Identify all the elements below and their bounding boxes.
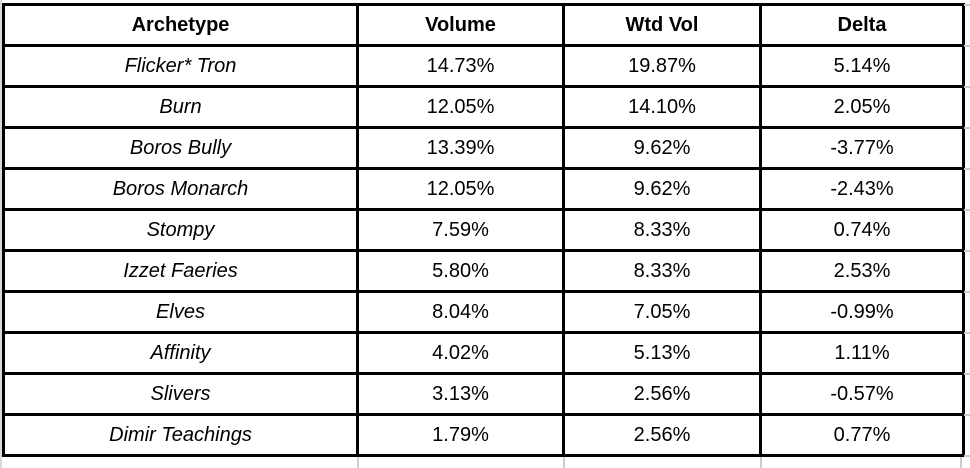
table-row: Burn 12.05% 14.10% 2.05% xyxy=(2,85,965,129)
table-row: Flicker* Tron 14.73% 19.87% 5.14% xyxy=(2,44,965,88)
gridline-artifact xyxy=(0,0,2,468)
table-row: Boros Monarch 12.05% 9.62% -2.43% xyxy=(2,167,965,211)
table-row: Slivers 3.13% 2.56% -0.57% xyxy=(2,372,965,416)
cell-wtd-vol: 2.56% xyxy=(562,372,762,416)
cell-wtd-vol: 19.87% xyxy=(562,44,762,88)
cell-delta: -2.43% xyxy=(759,167,965,211)
cell-volume: 1.79% xyxy=(356,413,565,457)
cell-volume: 13.39% xyxy=(356,126,565,170)
table-row: Affinity 4.02% 5.13% 1.11% xyxy=(2,331,965,375)
gridline-artifact xyxy=(964,168,970,170)
gridline-artifact xyxy=(964,332,970,334)
gridline-artifact xyxy=(964,250,970,252)
cell-delta: 0.74% xyxy=(759,208,965,252)
cell-wtd-vol: 8.33% xyxy=(562,249,762,293)
gridline-artifact xyxy=(964,414,970,416)
cell-volume: 14.73% xyxy=(356,44,565,88)
cell-wtd-vol: 5.13% xyxy=(562,331,762,375)
cell-volume: 12.05% xyxy=(356,85,565,129)
cell-delta: 5.14% xyxy=(759,44,965,88)
gridline-artifact xyxy=(563,457,565,468)
gridline-artifact xyxy=(357,457,359,468)
cell-delta: 1.11% xyxy=(759,331,965,375)
cell-archetype: Affinity xyxy=(2,331,359,375)
gridline-artifact xyxy=(960,457,962,468)
cell-volume: 5.80% xyxy=(356,249,565,293)
gridline-artifact xyxy=(964,373,970,375)
cell-wtd-vol: 9.62% xyxy=(562,126,762,170)
table-row: Elves 8.04% 7.05% -0.99% xyxy=(2,290,965,334)
cell-volume: 7.59% xyxy=(356,208,565,252)
table-row: Stompy 7.59% 8.33% 0.74% xyxy=(2,208,965,252)
cell-wtd-vol: 9.62% xyxy=(562,167,762,211)
header-row: Archetype Volume Wtd Vol Delta xyxy=(2,3,965,47)
table-row: Izzet Faeries 5.80% 8.33% 2.53% xyxy=(2,249,965,293)
archetype-metrics-table: Archetype Volume Wtd Vol Delta Flicker* … xyxy=(2,3,965,457)
cell-archetype: Slivers xyxy=(2,372,359,416)
cell-delta: -3.77% xyxy=(759,126,965,170)
column-header-archetype: Archetype xyxy=(2,3,359,47)
gridline-artifact xyxy=(964,127,970,129)
column-header-delta: Delta xyxy=(759,3,965,47)
cell-delta: 0.77% xyxy=(759,413,965,457)
gridline-artifact xyxy=(964,86,970,88)
cell-archetype: Burn xyxy=(2,85,359,129)
cell-wtd-vol: 14.10% xyxy=(562,85,762,129)
cell-volume: 3.13% xyxy=(356,372,565,416)
gridline-artifact xyxy=(964,291,970,293)
column-header-wtd-vol: Wtd Vol xyxy=(562,3,762,47)
cell-archetype: Elves xyxy=(2,290,359,334)
gridline-artifact xyxy=(964,455,970,457)
cell-wtd-vol: 2.56% xyxy=(562,413,762,457)
cell-archetype: Boros Bully xyxy=(2,126,359,170)
table-body: Flicker* Tron 14.73% 19.87% 5.14% Burn 1… xyxy=(2,44,965,457)
cell-archetype: Boros Monarch xyxy=(2,167,359,211)
gridline-artifact xyxy=(964,4,970,6)
gridline-artifact xyxy=(760,457,762,468)
gridline-artifact xyxy=(964,209,970,211)
cell-delta: 2.05% xyxy=(759,85,965,129)
cell-archetype: Stompy xyxy=(2,208,359,252)
cell-archetype: Dimir Teachings xyxy=(2,413,359,457)
table-row: Boros Bully 13.39% 9.62% -3.77% xyxy=(2,126,965,170)
cell-volume: 8.04% xyxy=(356,290,565,334)
column-header-volume: Volume xyxy=(356,3,565,47)
cell-wtd-vol: 8.33% xyxy=(562,208,762,252)
cell-wtd-vol: 7.05% xyxy=(562,290,762,334)
cell-archetype: Flicker* Tron xyxy=(2,44,359,88)
cell-volume: 12.05% xyxy=(356,167,565,211)
gridline-artifact xyxy=(964,45,970,47)
cell-archetype: Izzet Faeries xyxy=(2,249,359,293)
cell-delta: -0.57% xyxy=(759,372,965,416)
cell-delta: -0.99% xyxy=(759,290,965,334)
cell-delta: 2.53% xyxy=(759,249,965,293)
table-row: Dimir Teachings 1.79% 2.56% 0.77% xyxy=(2,413,965,457)
cell-volume: 4.02% xyxy=(356,331,565,375)
